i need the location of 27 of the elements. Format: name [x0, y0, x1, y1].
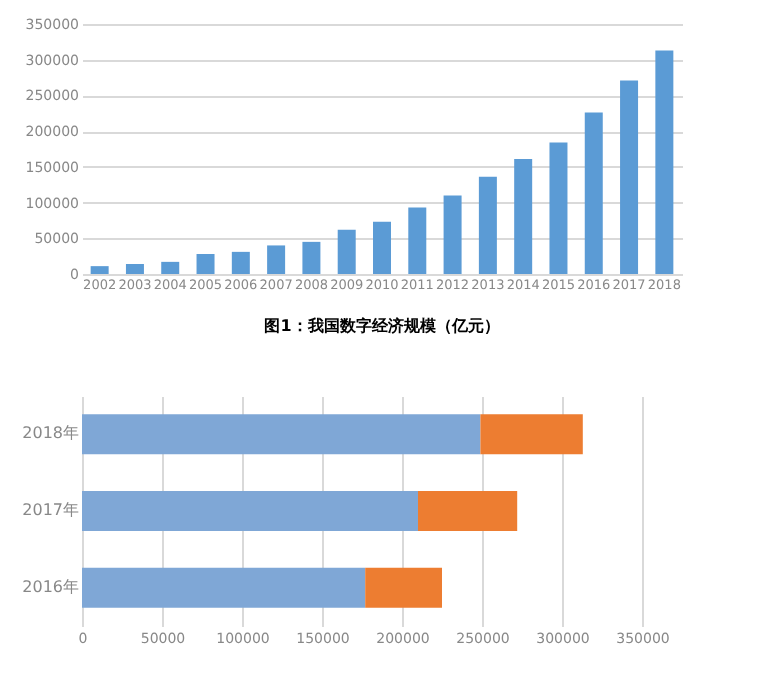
bar: [267, 245, 286, 274]
bar: [620, 80, 639, 274]
bar: [478, 176, 497, 274]
bar: [337, 229, 356, 274]
bar: [655, 50, 674, 274]
text: 图1：我国数字经济规模（亿元）: [264, 315, 500, 335]
bar: [373, 221, 391, 274]
bar: [408, 207, 427, 274]
y-tick-label: 2017年: [22, 501, 79, 519]
bar: [418, 491, 518, 531]
bar: [82, 414, 481, 455]
y-tick-label: 2018年: [22, 424, 79, 443]
bar: [514, 159, 533, 274]
bar: [161, 261, 180, 274]
bar: [82, 491, 418, 531]
bar: [549, 142, 568, 274]
bar: [302, 241, 321, 274]
bar: [365, 567, 442, 608]
bar: [82, 567, 366, 608]
bar: [584, 112, 603, 274]
y-tick-label: 2016年: [22, 577, 79, 596]
bar: [125, 264, 144, 274]
bar: [231, 251, 250, 274]
bar: [196, 254, 215, 274]
bar: [443, 195, 462, 274]
bar: [90, 266, 109, 274]
bar: [480, 414, 583, 455]
